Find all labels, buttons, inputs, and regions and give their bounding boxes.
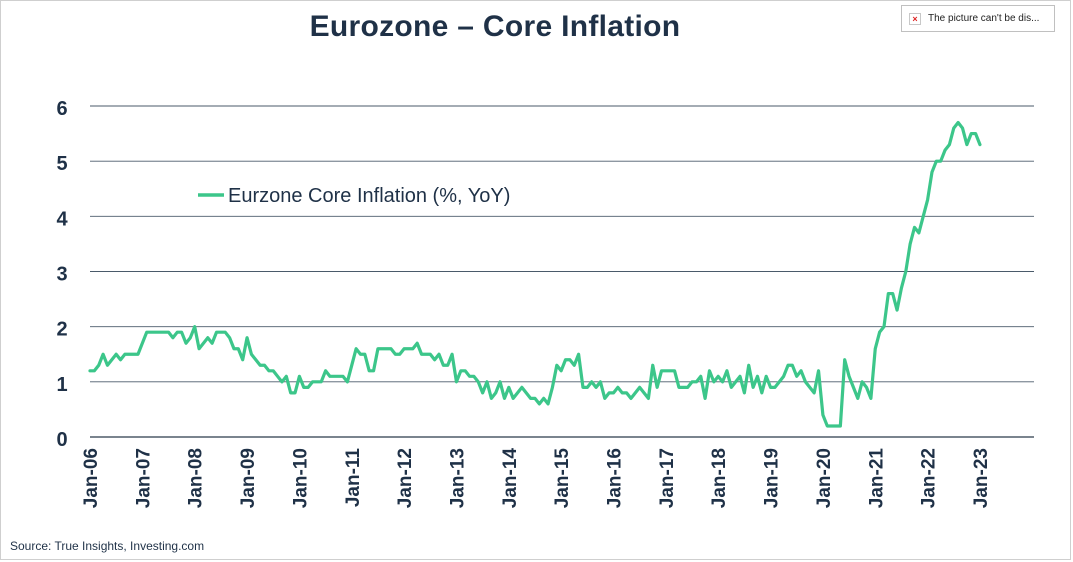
x-tick-label: Jan-06 xyxy=(81,448,102,508)
y-tick-label: 6 xyxy=(56,98,67,120)
legend-label: Eurzone Core Inflation (%, YoY) xyxy=(228,185,510,207)
broken-image-placeholder: × The picture can't be dis... xyxy=(901,5,1055,32)
x-tick-label: Jan-21 xyxy=(866,448,887,509)
x-tick-label: Jan-10 xyxy=(290,448,311,508)
y-tick-label: 5 xyxy=(56,153,67,175)
broken-image-text: The picture can't be dis... xyxy=(928,13,1040,24)
x-tick-label: Jan-20 xyxy=(814,448,835,508)
source-note: Source: True Insights, Investing.com xyxy=(10,539,205,553)
x-tick-label: Jan-13 xyxy=(447,448,468,508)
x-tick-label: Jan-08 xyxy=(186,448,207,508)
x-tick-label: Jan-17 xyxy=(657,448,678,508)
x-tick-label: Jan-23 xyxy=(971,448,992,508)
x-tick-label: Jan-14 xyxy=(500,448,521,509)
broken-image-icon: × xyxy=(909,12,921,25)
x-tick-label: Jan-15 xyxy=(552,448,573,509)
x-tick-label: Jan-16 xyxy=(605,448,626,508)
y-tick-label: 0 xyxy=(56,429,67,451)
series-line xyxy=(88,120,982,428)
x-tick-label: Jan-22 xyxy=(919,448,940,508)
y-tick-label: 4 xyxy=(56,208,68,230)
x-tick-label: Jan-07 xyxy=(133,448,154,508)
y-tick-label: 2 xyxy=(56,319,67,341)
x-tick-label: Jan-11 xyxy=(343,448,364,508)
chart-title: Eurozone – Core Inflation xyxy=(309,10,681,43)
x-tick-label: Jan-09 xyxy=(238,448,259,508)
y-tick-label: 1 xyxy=(56,374,67,396)
y-tick-label: 3 xyxy=(56,264,67,286)
x-tick-label: Jan-12 xyxy=(395,448,416,508)
x-tick-label: Jan-18 xyxy=(709,448,730,508)
x-tick-label: Jan-19 xyxy=(762,448,783,508)
